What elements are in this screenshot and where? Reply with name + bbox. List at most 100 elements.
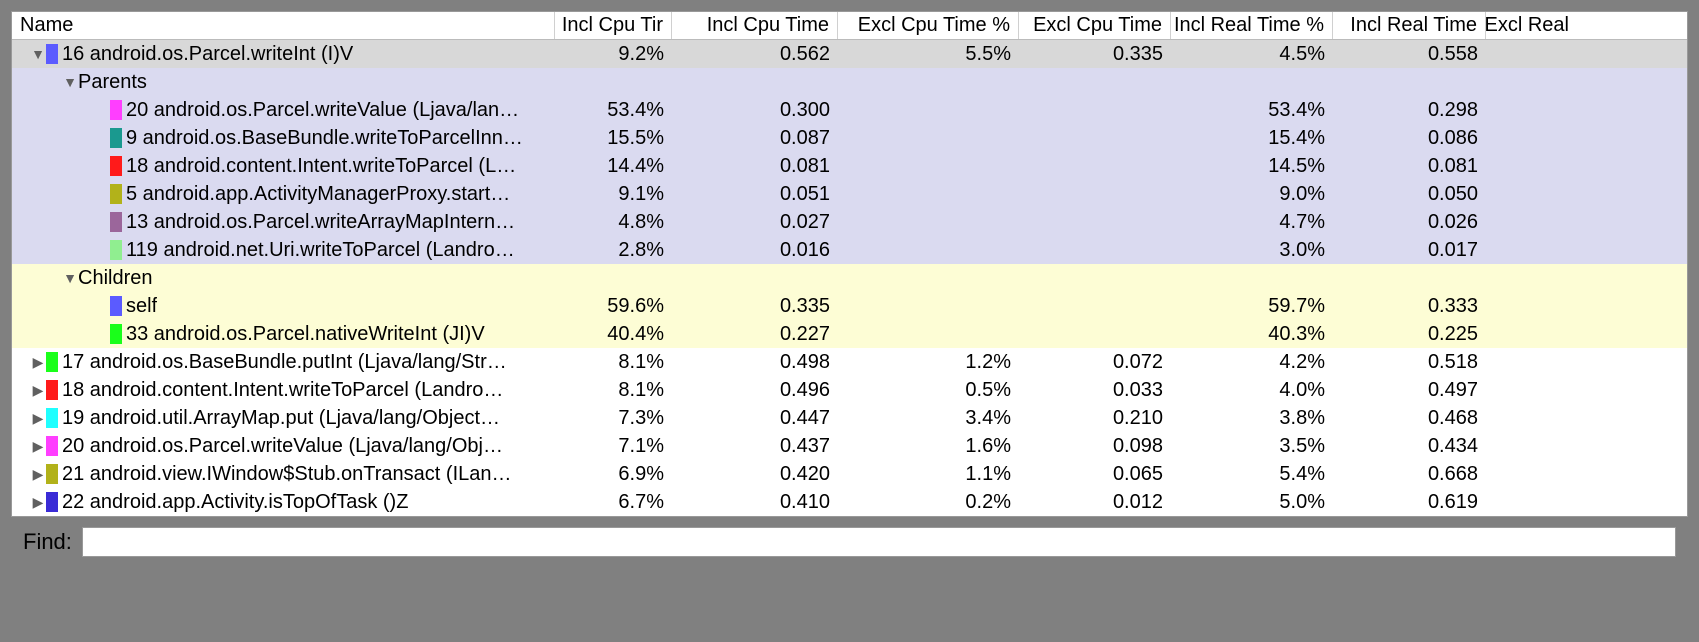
col-header-excl-cpu-time-pct[interactable]: Excl Cpu Time % bbox=[838, 12, 1019, 39]
name-cell: ▼ Parents bbox=[12, 70, 555, 95]
cell-incl-cpu-pct: 9.1% bbox=[555, 182, 672, 207]
table-row[interactable]: ▶ 18 android.content.Intent.writeToParce… bbox=[12, 376, 1687, 404]
disclosure-icon[interactable]: ▼ bbox=[62, 74, 78, 90]
cell-excl-real bbox=[1486, 221, 1577, 223]
table-row[interactable]: 119 android.net.Uri.writeToParcel (Landr… bbox=[12, 236, 1687, 264]
cell-incl-cpu: 0.051 bbox=[672, 182, 838, 207]
col-header-name[interactable]: Name bbox=[12, 12, 555, 39]
col-header-label: Incl Real Time % bbox=[1174, 14, 1324, 37]
cell-excl-real bbox=[1486, 501, 1577, 503]
cell-incl-cpu: 0.562 bbox=[672, 42, 838, 67]
method-name: 19 android.util.ArrayMap.put (Ljava/lang… bbox=[62, 407, 500, 430]
cell-incl-cpu-pct: 2.8% bbox=[555, 238, 672, 263]
table-row[interactable]: 13 android.os.Parcel.writeArrayMapIntern… bbox=[12, 208, 1687, 236]
cell-incl-cpu: 0.016 bbox=[672, 238, 838, 263]
cell-excl-cpu-pct bbox=[838, 137, 1019, 139]
color-chip bbox=[110, 240, 122, 260]
disclosure-icon[interactable]: ▶ bbox=[30, 354, 46, 371]
find-input[interactable] bbox=[82, 527, 1676, 557]
cell-excl-cpu: 0.335 bbox=[1019, 42, 1171, 67]
cell-excl-cpu-pct: 1.1% bbox=[838, 462, 1019, 487]
disclosure-icon[interactable]: ▼ bbox=[30, 46, 46, 62]
method-name: 20 android.os.Parcel.writeValue (Ljava/l… bbox=[62, 435, 503, 458]
cell-incl-real: 0.050 bbox=[1333, 182, 1486, 207]
table-row[interactable]: 33 android.os.Parcel.nativeWriteInt (JI)… bbox=[12, 320, 1687, 348]
cell-incl-real: 0.333 bbox=[1333, 294, 1486, 319]
table-row[interactable]: self 59.6% 0.335 59.7% 0.333 bbox=[12, 292, 1687, 320]
table-row[interactable]: ▶ 19 android.util.ArrayMap.put (Ljava/la… bbox=[12, 404, 1687, 432]
name-cell: ▶ 22 android.app.Activity.isTopOfTask ()… bbox=[12, 490, 555, 515]
cell-incl-real: 0.026 bbox=[1333, 210, 1486, 235]
method-name: 17 android.os.BaseBundle.putInt (Ljava/l… bbox=[62, 351, 507, 374]
name-cell: 18 android.content.Intent.writeToParcel … bbox=[12, 154, 555, 179]
col-header-incl-real-time[interactable]: Incl Real Time bbox=[1333, 12, 1486, 39]
color-chip bbox=[110, 128, 122, 148]
color-chip bbox=[110, 212, 122, 232]
cell-incl-real: 0.086 bbox=[1333, 126, 1486, 151]
col-header-excl-cpu-time[interactable]: Excl Cpu Time bbox=[1019, 12, 1171, 39]
disclosure-icon[interactable]: ▶ bbox=[30, 382, 46, 399]
color-chip bbox=[46, 436, 58, 456]
cell-incl-real: 0.081 bbox=[1333, 154, 1486, 179]
table-row[interactable]: ▼ 16 android.os.Parcel.writeInt (I)V 9.2… bbox=[12, 40, 1687, 68]
color-chip bbox=[110, 324, 122, 344]
color-chip bbox=[46, 352, 58, 372]
disclosure-icon[interactable]: ▼ bbox=[62, 270, 78, 286]
table-row[interactable]: 9 android.os.BaseBundle.writeToParcelInn… bbox=[12, 124, 1687, 152]
trace-panel: Name ▲ Incl Cpu Tir Incl Cpu Time Excl C… bbox=[11, 11, 1688, 517]
cell-excl-cpu bbox=[1019, 221, 1171, 223]
color-chip bbox=[110, 156, 122, 176]
cell-incl-cpu-pct: 6.9% bbox=[555, 462, 672, 487]
table-row[interactable]: 5 android.app.ActivityManagerProxy.start… bbox=[12, 180, 1687, 208]
cell-incl-real: 0.468 bbox=[1333, 406, 1486, 431]
table-row[interactable]: ▶ 20 android.os.Parcel.writeValue (Ljava… bbox=[12, 432, 1687, 460]
disclosure-icon[interactable]: ▶ bbox=[30, 494, 46, 511]
cell-excl-cpu: 0.072 bbox=[1019, 350, 1171, 375]
col-header-incl-real-time-pct[interactable]: Incl Real Time % bbox=[1171, 12, 1333, 39]
color-chip bbox=[46, 380, 58, 400]
col-header-label: Excl Real bbox=[1486, 14, 1569, 37]
table-row[interactable]: ▶ 22 android.app.Activity.isTopOfTask ()… bbox=[12, 488, 1687, 516]
col-header-incl-cpu-time[interactable]: Incl Cpu Time bbox=[672, 12, 838, 39]
table-row[interactable]: 20 android.os.Parcel.writeValue (Ljava/l… bbox=[12, 96, 1687, 124]
cell-incl-real: 0.558 bbox=[1333, 42, 1486, 67]
cell-excl-cpu-pct bbox=[838, 193, 1019, 195]
rows-container: ▼ 16 android.os.Parcel.writeInt (I)V 9.2… bbox=[12, 40, 1687, 516]
cell-incl-real-pct: 4.2% bbox=[1171, 350, 1333, 375]
cell-incl-cpu: 0.081 bbox=[672, 154, 838, 179]
cell-incl-cpu-pct: 8.1% bbox=[555, 350, 672, 375]
table-row[interactable]: ▶ 21 android.view.IWindow$Stub.onTransac… bbox=[12, 460, 1687, 488]
table-row[interactable]: 18 android.content.Intent.writeToParcel … bbox=[12, 152, 1687, 180]
cell-excl-cpu bbox=[1019, 333, 1171, 335]
cell-incl-cpu: 0.227 bbox=[672, 322, 838, 347]
col-header-excl-real[interactable]: Excl Real bbox=[1486, 12, 1577, 39]
method-name: 18 android.content.Intent.writeToParcel … bbox=[62, 379, 503, 402]
cell-excl-cpu-pct: 3.4% bbox=[838, 406, 1019, 431]
cell-excl-cpu: 0.033 bbox=[1019, 378, 1171, 403]
name-cell: 9 android.os.BaseBundle.writeToParcelInn… bbox=[12, 126, 555, 151]
name-cell: 20 android.os.Parcel.writeValue (Ljava/l… bbox=[12, 98, 555, 123]
col-header-incl-cpu-time-pct[interactable]: ▲ Incl Cpu Tir bbox=[555, 12, 672, 39]
group-header-row[interactable]: ▼ Children bbox=[12, 264, 1687, 292]
cell-incl-real-pct: 59.7% bbox=[1171, 294, 1333, 319]
cell-excl-real bbox=[1486, 193, 1577, 195]
cell-incl-cpu-pct: 7.3% bbox=[555, 406, 672, 431]
cell-incl-real-pct: 4.0% bbox=[1171, 378, 1333, 403]
cell-incl-real: 0.518 bbox=[1333, 350, 1486, 375]
cell-excl-cpu-pct bbox=[838, 305, 1019, 307]
disclosure-icon[interactable]: ▶ bbox=[30, 438, 46, 455]
method-name: 21 android.view.IWindow$Stub.onTransact … bbox=[62, 463, 512, 486]
disclosure-icon[interactable]: ▶ bbox=[30, 410, 46, 427]
table-row[interactable]: ▶ 17 android.os.BaseBundle.putInt (Ljava… bbox=[12, 348, 1687, 376]
cell-incl-real-pct: 15.4% bbox=[1171, 126, 1333, 151]
cell-incl-real: 0.619 bbox=[1333, 490, 1486, 515]
group-header-row[interactable]: ▼ Parents bbox=[12, 68, 1687, 96]
method-name: self bbox=[126, 295, 157, 318]
col-header-name-label: Name bbox=[20, 14, 73, 37]
cell-excl-cpu-pct: 1.6% bbox=[838, 434, 1019, 459]
cell-excl-cpu: 0.012 bbox=[1019, 490, 1171, 515]
cell-incl-cpu-pct: 40.4% bbox=[555, 322, 672, 347]
cell-excl-real bbox=[1486, 165, 1577, 167]
col-header-label: Excl Cpu Time % bbox=[858, 14, 1010, 37]
disclosure-icon[interactable]: ▶ bbox=[30, 466, 46, 483]
